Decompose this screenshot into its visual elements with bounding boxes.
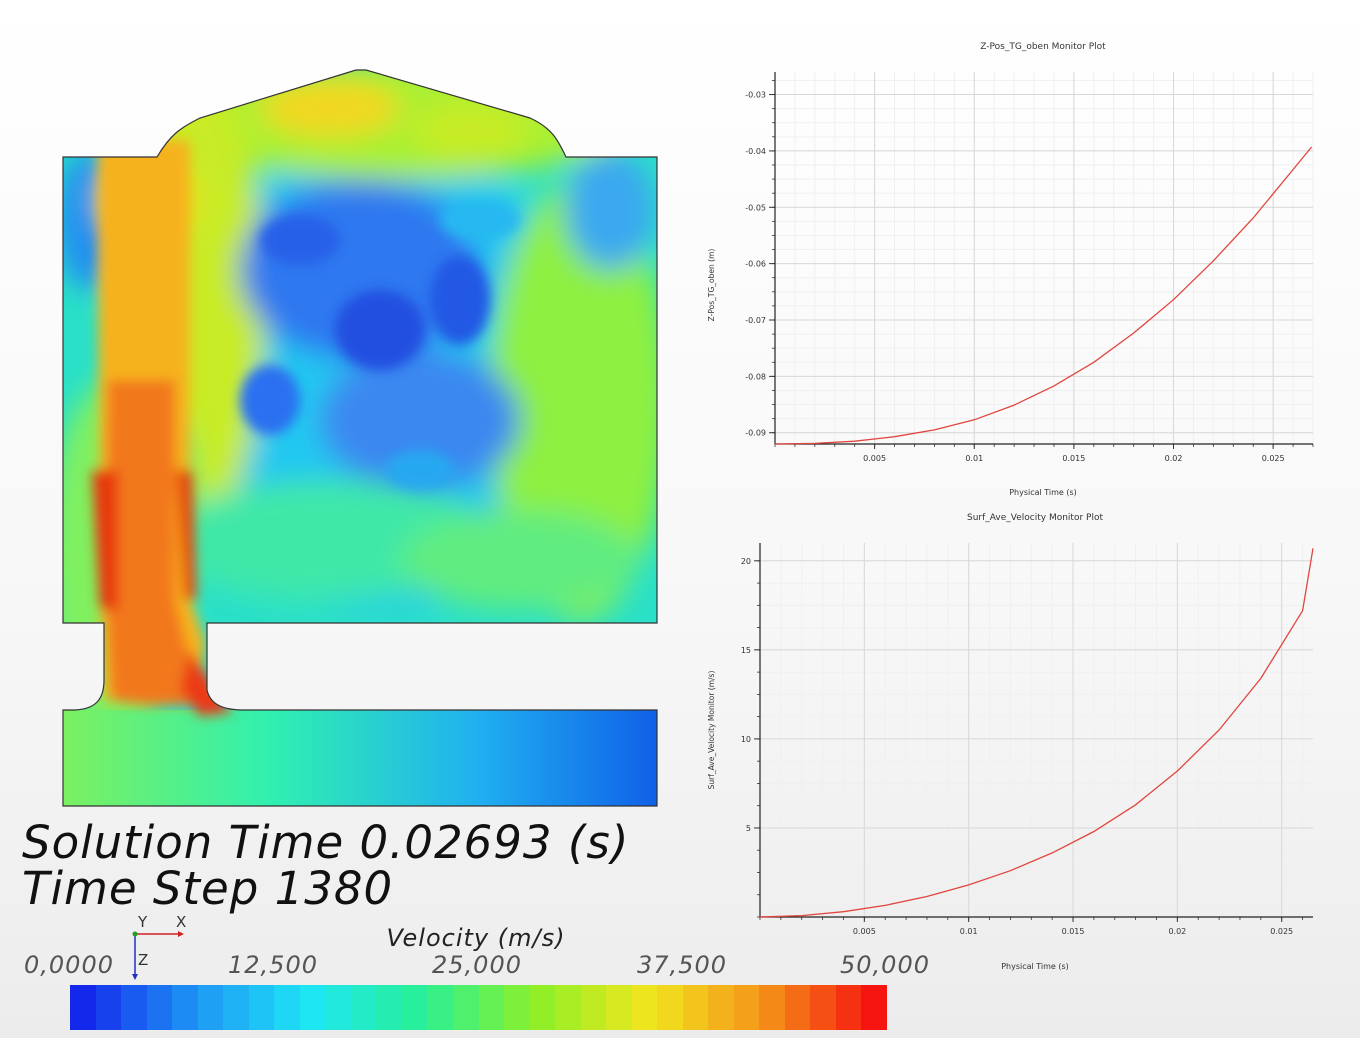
colorbar-segment — [580, 985, 607, 1030]
surf-ave-velocity-monitor-plot: Surf_Ave_Velocity Monitor Plot Physical … — [707, 513, 1314, 971]
plot-xlabel: Physical Time (s) — [1009, 488, 1077, 497]
colorbar-tick-label: 50,000 — [840, 951, 930, 979]
colorbar-segment — [376, 985, 402, 1030]
triad-x-label: X — [176, 913, 186, 931]
time-step-label: Time Step 1380 — [22, 862, 394, 915]
colorbar-segment — [299, 985, 326, 1030]
y-tick-label: 10 — [741, 735, 751, 744]
x-tick-label: 0.005 — [853, 927, 876, 936]
plot-ylabel: Surf_Ave_Velocity Monitor (m/s) — [707, 671, 716, 790]
colorbar-segment — [682, 985, 709, 1030]
colorbar-segment — [733, 985, 760, 1030]
colorbar-segment — [197, 985, 224, 1030]
colorbar-segment — [325, 985, 351, 1030]
colorbar-segment — [95, 985, 122, 1030]
colorbar-segment — [146, 985, 173, 1030]
colorbar-segment — [223, 985, 249, 1030]
velocity-colorbar — [70, 985, 887, 1030]
colorbar-segment — [452, 985, 479, 1030]
x-tick-label: 0.01 — [960, 927, 978, 936]
y-tick-label: -0.05 — [745, 203, 766, 212]
colorbar-segment — [529, 985, 556, 1030]
solution-time-label: Solution Time 0.02693 (s) — [22, 816, 630, 869]
colorbar-segment — [504, 985, 530, 1030]
x-tick-label: 0.02 — [1168, 927, 1186, 936]
colorbar-segment — [172, 985, 198, 1030]
colorbar-segment — [555, 985, 581, 1030]
colorbar-segment — [248, 985, 275, 1030]
colorbar-segment — [274, 985, 300, 1030]
colorbar-tick-label: 0,0000 — [24, 951, 114, 979]
y-tick-label: -0.04 — [745, 147, 766, 156]
colorbar-segment — [631, 985, 658, 1030]
colorbar-tick-label: 12,500 — [228, 951, 318, 979]
y-tick-label: 15 — [741, 646, 751, 655]
triad-z-label: Z — [138, 951, 148, 969]
colorbar-segment — [657, 985, 683, 1030]
y-tick-label: 5 — [746, 824, 751, 833]
x-tick-label: 0.005 — [863, 454, 886, 463]
plot-xlabel: Physical Time (s) — [1001, 962, 1069, 971]
colorbar-segment — [350, 985, 377, 1030]
domain-outline — [62, 69, 658, 807]
plot-title: Z-Pos_TG_oben Monitor Plot — [980, 42, 1106, 52]
x-tick-label: 0.025 — [1270, 927, 1293, 936]
series-line — [774, 146, 1313, 445]
colorbar-segment — [810, 985, 836, 1030]
colorbar-tick-label: 25,000 — [432, 951, 522, 979]
colorbar-segment — [784, 985, 811, 1030]
plot-ylabel: Z-Pos_TG_oben (m) — [707, 249, 716, 322]
axis-triad: Y X Z — [132, 913, 186, 980]
colorbar-segment — [861, 985, 887, 1030]
series-line — [759, 548, 1314, 918]
y-axis-dot — [132, 931, 138, 937]
colorbar-segment — [401, 985, 428, 1030]
y-tick-label: -0.08 — [745, 372, 766, 381]
x-arrow-head — [178, 931, 184, 937]
x-tick-label: 0.025 — [1262, 454, 1285, 463]
y-tick-label: -0.09 — [745, 429, 766, 438]
colorbar-segment — [835, 985, 862, 1030]
colorbar-tick-label: 37,500 — [637, 951, 727, 979]
x-tick-label: 0.01 — [965, 454, 983, 463]
colorbar-segment — [121, 985, 147, 1030]
contour-field — [63, 70, 657, 806]
z-pos-monitor-plot: Z-Pos_TG_oben Monitor Plot Physical Time… — [707, 42, 1314, 497]
colorbar-segment — [759, 985, 785, 1030]
triad-y-label: Y — [137, 913, 148, 931]
plot-title: Surf_Ave_Velocity Monitor Plot — [967, 513, 1103, 523]
x-tick-label: 0.015 — [1062, 454, 1085, 463]
colorbar-segment — [427, 985, 453, 1030]
velocity-contour-view — [62, 69, 658, 807]
x-tick-label: 0.015 — [1062, 927, 1085, 936]
z-arrow-head — [132, 974, 138, 980]
colorbar-title: Velocity (m/s) — [386, 924, 566, 952]
y-tick-label: -0.07 — [745, 316, 766, 325]
y-tick-label: -0.03 — [745, 91, 766, 100]
y-tick-label: -0.06 — [745, 260, 766, 269]
colorbar-segment — [708, 985, 734, 1030]
y-tick-label: 20 — [741, 557, 751, 566]
colorbar-segment — [478, 985, 505, 1030]
colorbar-segment — [70, 985, 96, 1030]
colorbar-segment — [606, 985, 632, 1030]
x-tick-label: 0.02 — [1165, 454, 1183, 463]
